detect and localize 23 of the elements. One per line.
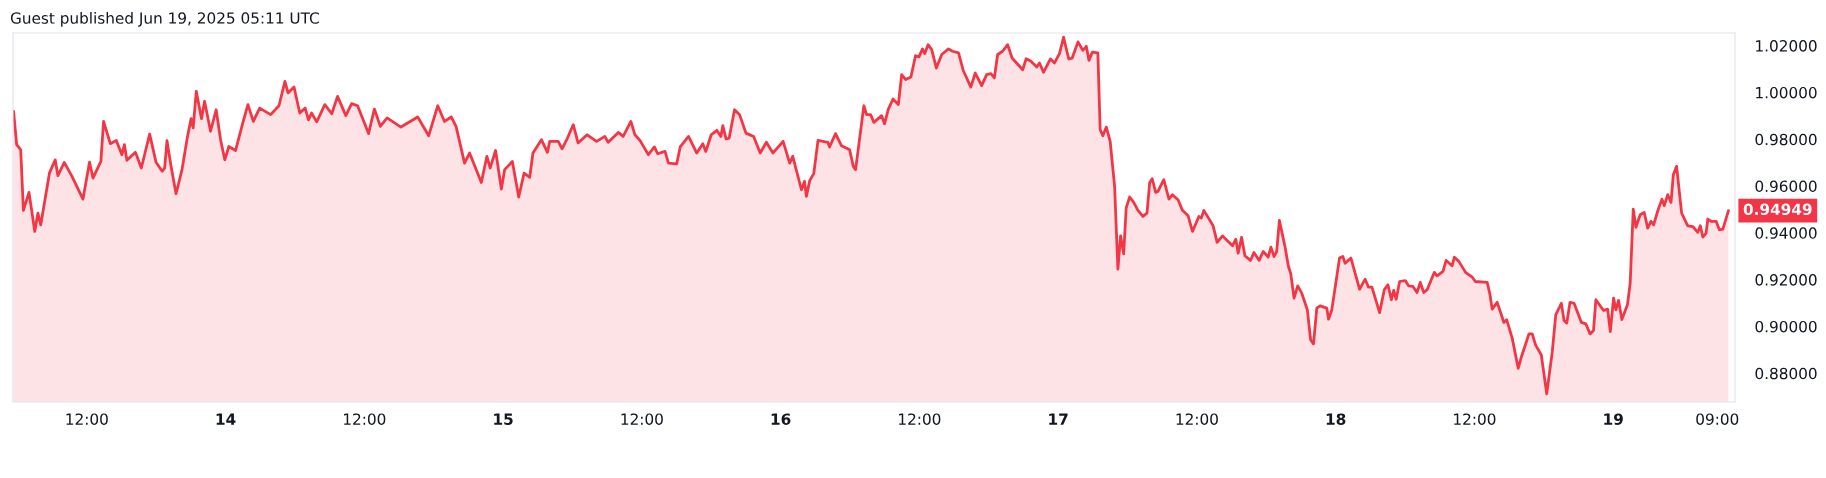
y-tick-label: 0.88000 xyxy=(1755,367,1817,380)
chart-title: Guest published Jun 19, 2025 05:11 UTC xyxy=(10,12,319,27)
x-tick-label: 12:00 xyxy=(899,413,941,425)
x-tick-label: 12:00 xyxy=(1454,413,1496,425)
x-tick-label: 17 xyxy=(1049,413,1068,425)
x-tick-label: 16 xyxy=(771,413,791,425)
y-tick-label: 1.00000 xyxy=(1756,86,1817,99)
x-tick-label: 12:00 xyxy=(1176,413,1218,425)
x-tick-label: 19 xyxy=(1604,413,1623,425)
annotation: 0.94949 xyxy=(1743,203,1812,216)
y-tick-label: 0.94000 xyxy=(1755,227,1817,239)
y-tick-label: 0.98000 xyxy=(1755,133,1817,146)
y-tick-label: 0.96000 xyxy=(1755,180,1817,193)
x-tick-label: 15 xyxy=(494,413,513,425)
x-tick-label: 09:00 xyxy=(1696,413,1739,425)
x-tick-label: 18 xyxy=(1326,413,1346,425)
x-tick-label: 12:00 xyxy=(344,413,386,425)
y-tick-label: 0.90000 xyxy=(1755,320,1817,333)
x-tick-label: 12:00 xyxy=(621,413,663,425)
y-tick-label: 0.92000 xyxy=(1755,274,1817,286)
y-tick-label: 1.02000 xyxy=(1756,40,1817,52)
x-tick-label: 12:00 xyxy=(66,413,108,425)
x-tick-label: 14 xyxy=(216,413,236,425)
